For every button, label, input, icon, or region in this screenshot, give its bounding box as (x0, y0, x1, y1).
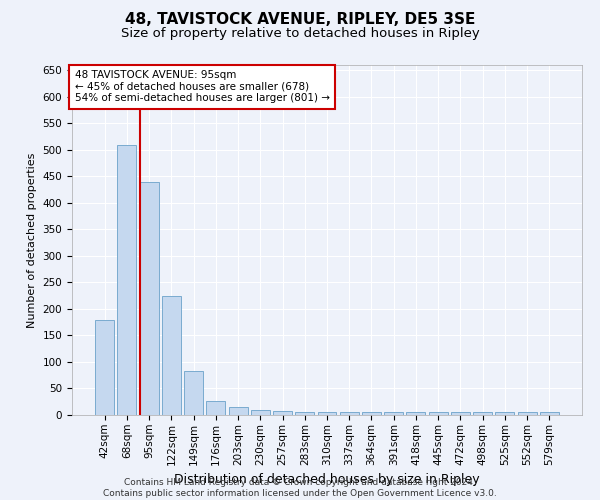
Text: Size of property relative to detached houses in Ripley: Size of property relative to detached ho… (121, 28, 479, 40)
Bar (229, 407, 248, 415)
Text: 48 TAVISTOCK AVENUE: 95sqm
← 45% of detached houses are smaller (678)
54% of sem: 48 TAVISTOCK AVENUE: 95sqm ← 45% of deta… (74, 70, 329, 103)
Bar (406, 412, 425, 415)
Bar (162, 296, 181, 415)
Text: 48, TAVISTOCK AVENUE, RIPLEY, DE5 3SE: 48, TAVISTOCK AVENUE, RIPLEY, DE5 3SE (125, 12, 475, 28)
Bar (184, 371, 203, 415)
Bar (518, 412, 536, 415)
Bar (362, 412, 381, 415)
Bar (206, 400, 225, 415)
Text: Contains HM Land Registry data © Crown copyright and database right 2024.
Contai: Contains HM Land Registry data © Crown c… (103, 478, 497, 498)
Bar (140, 182, 158, 415)
Bar (317, 412, 337, 415)
Bar (273, 412, 292, 415)
Bar (95, 320, 114, 415)
Bar (429, 412, 448, 415)
Bar (251, 410, 270, 415)
Bar (384, 412, 403, 415)
Bar (340, 412, 359, 415)
Bar (295, 412, 314, 415)
Y-axis label: Number of detached properties: Number of detached properties (27, 152, 37, 328)
Bar (540, 412, 559, 415)
X-axis label: Distribution of detached houses by size in Ripley: Distribution of detached houses by size … (174, 473, 480, 486)
Bar (496, 412, 514, 415)
Bar (118, 144, 136, 415)
Bar (451, 412, 470, 415)
Bar (473, 412, 492, 415)
